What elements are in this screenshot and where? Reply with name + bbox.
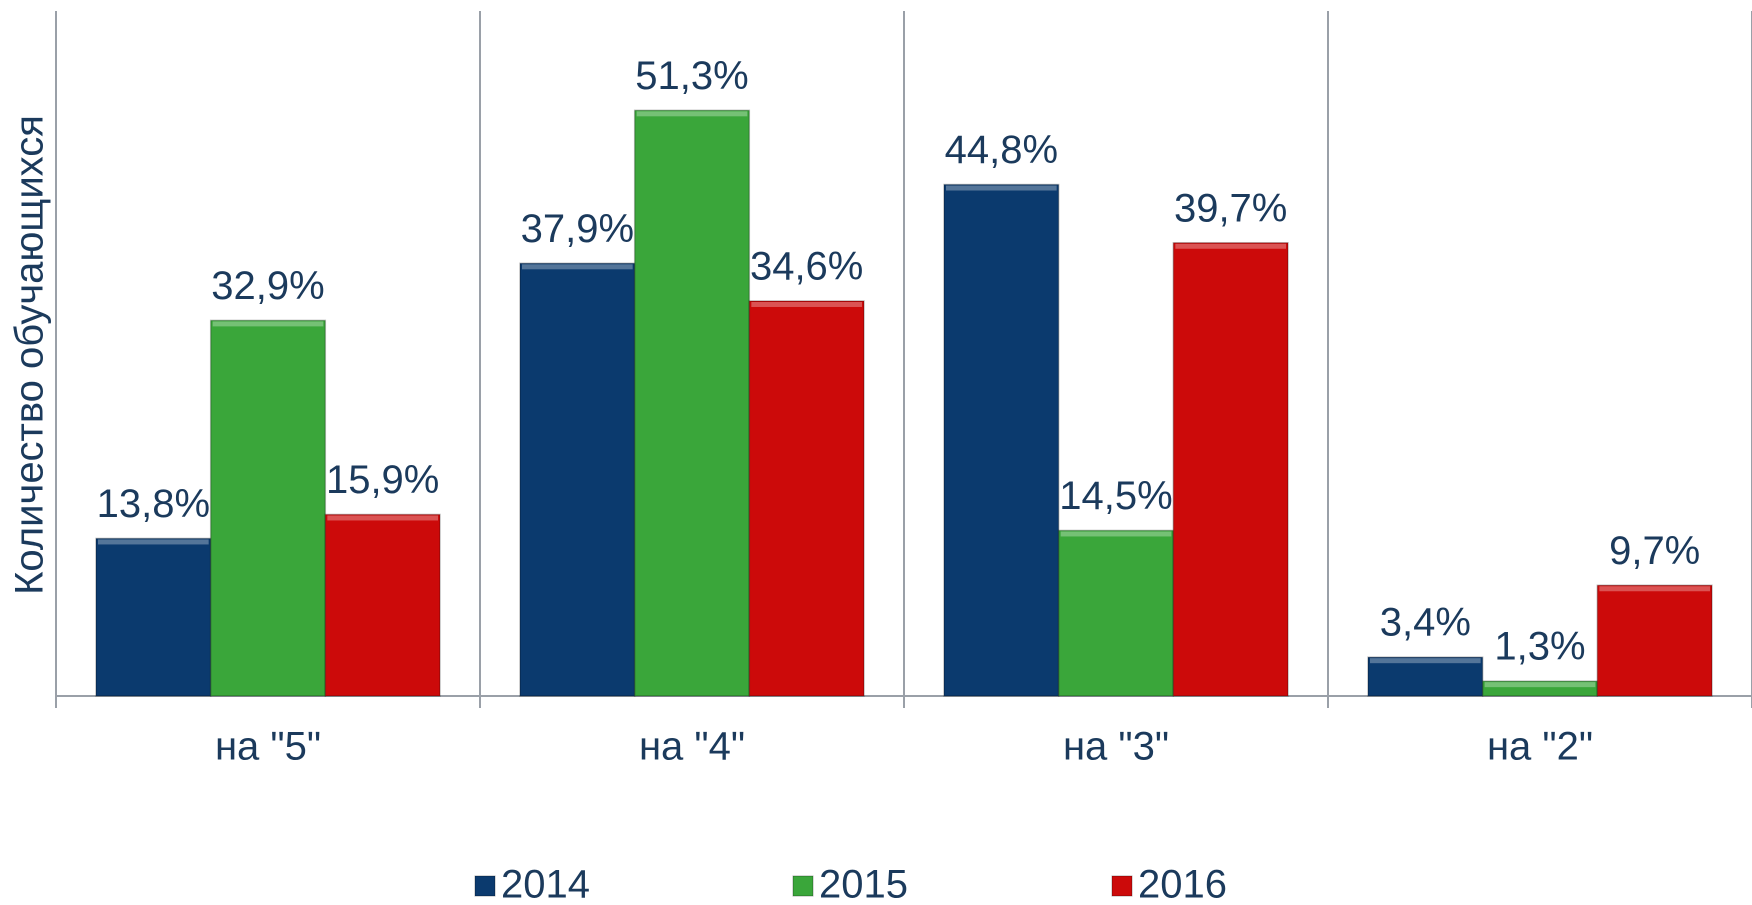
bar-highlight [1060,531,1172,537]
bar-highlight [946,185,1057,191]
bar [1172,242,1289,697]
bar [519,262,636,697]
data-label: 32,9% [211,264,324,308]
data-label: 34,6% [750,245,863,289]
legend-swatch [792,875,814,897]
bar-highlight [327,515,438,521]
bar [209,319,327,697]
data-label: 1,3% [1494,625,1585,669]
data-label: 15,9% [326,458,439,502]
legend-label: 2014 [501,863,590,905]
legend-swatch [474,875,496,897]
bar-highlight [98,539,209,545]
x-tick-label: на "3" [1063,725,1169,769]
bar-highlight [751,301,862,307]
data-label: 39,7% [1174,186,1287,230]
x-tick-label: на "4" [639,725,745,769]
bar-highlight [212,321,324,327]
bar-highlight [1599,586,1710,592]
bar [1057,529,1175,697]
bar [633,109,751,697]
data-label: 44,8% [945,128,1058,172]
bar-highlight [1175,243,1286,249]
x-tick-label: на "5" [215,725,321,769]
data-label: 3,4% [1380,601,1471,645]
bar [324,513,441,697]
bar [748,300,865,697]
bar [95,537,212,697]
legend-swatch [1111,875,1133,897]
data-label: 37,9% [521,207,634,251]
data-label: 13,8% [97,482,210,526]
y-axis-label: Количество обучающихся [8,115,52,595]
data-label: 9,7% [1609,529,1700,573]
bar [943,183,1060,697]
bar-highlight [636,111,748,117]
legend-label: 2016 [1138,863,1227,905]
legend-label: 2015 [819,863,908,905]
x-tick-label: на "2" [1487,725,1593,769]
data-label: 51,3% [635,54,748,98]
bar-highlight [522,264,633,270]
bar [1481,680,1599,697]
bar-highlight [1370,658,1481,664]
bar [1596,584,1713,697]
bar-highlight [1484,682,1596,688]
data-label: 14,5% [1059,474,1172,518]
bar [1367,656,1484,697]
